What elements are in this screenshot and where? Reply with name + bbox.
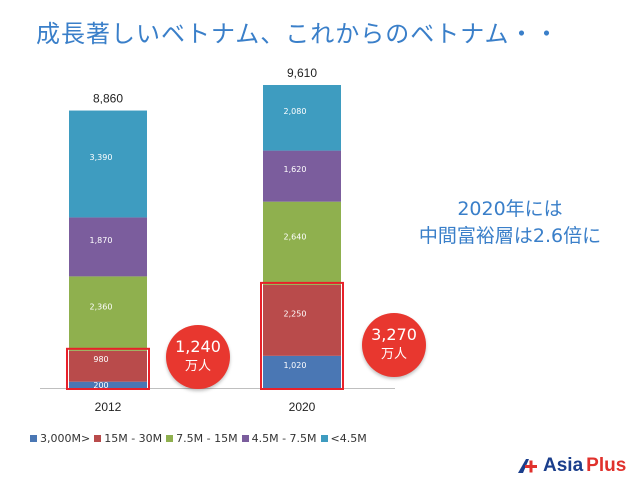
asia-plus-logo-icon (518, 459, 537, 473)
bubble-2020-value: 3,270 (371, 325, 417, 344)
highlight-box (66, 347, 150, 391)
segment-label: 980 (93, 355, 108, 364)
bubble-2012: 1,240 万人 (166, 325, 230, 389)
legend-label: 15M - 30M (104, 432, 163, 445)
legend-swatch (241, 435, 249, 442)
legend-item: 15M - 30M (94, 432, 162, 445)
segment-label: 2,640 (284, 232, 307, 241)
bar-segment (69, 110, 147, 218)
total-label: 9,610 (287, 66, 317, 80)
total-label: 8,860 (93, 92, 123, 106)
bar-segment (263, 284, 341, 356)
callout-text: 2020年には 中間富裕層は2.6倍に (392, 196, 628, 250)
logo-text-plus: Plus (586, 455, 627, 476)
segment-label: 2,080 (284, 107, 307, 116)
callout-line-2: 中間富裕層は2.6倍に (418, 225, 602, 247)
bar-segment (263, 150, 341, 202)
bar-segment (69, 350, 147, 382)
category-label: 2012 (95, 400, 122, 414)
legend-label: 3,000M> (40, 432, 91, 445)
segment-label: 1,020 (284, 361, 307, 370)
asia-plus-logo: Asia Plus (516, 455, 626, 477)
callout-line-1: 2020年には (457, 198, 563, 220)
bar-segment (69, 276, 147, 351)
segment-label: 1,620 (284, 165, 307, 174)
legend-label: 7.5M - 15M (176, 432, 238, 445)
segment-label: 2,250 (284, 309, 307, 318)
segment-label: 3,390 (90, 153, 113, 162)
legend-label: 4.5M - 7.5M (251, 432, 317, 445)
legend-swatch (94, 435, 102, 442)
category-label: 2020 (289, 400, 316, 414)
legend-item: <4.5M (320, 432, 367, 445)
bubble-2020-unit: 万人 (380, 347, 407, 362)
logo-text-asia: Asia (543, 455, 584, 476)
legend-item: 4.5M - 7.5M (241, 432, 317, 445)
legend-swatch (30, 435, 37, 442)
segment-label: 2,360 (90, 303, 113, 312)
bar-segment (69, 381, 147, 388)
chart-legend: 3,000M> 15M - 30M 7.5M - 15M 4.5M - 7.5M… (30, 432, 367, 445)
slide-title: 成長著しいベトナム、これからのベトナム・・ (36, 20, 560, 48)
legend-item: 7.5M - 15M (166, 432, 238, 445)
bubble-2012-value: 1,240 (175, 337, 221, 356)
bar-segment (69, 217, 147, 277)
legend-label: <4.5M (330, 432, 367, 445)
segment-label: 1,870 (90, 236, 113, 245)
bubble-2020: 3,270 万人 (362, 313, 426, 377)
bar-segment (263, 201, 341, 285)
legend-swatch (166, 435, 174, 442)
legend-swatch (320, 435, 328, 442)
bar-segment (263, 355, 341, 388)
legend-item: 3,000M> (30, 432, 90, 445)
bubble-2012-unit: 万人 (184, 359, 211, 374)
segment-label: 200 (93, 381, 108, 390)
bar-segment (263, 85, 341, 151)
highlight-box (260, 281, 344, 390)
